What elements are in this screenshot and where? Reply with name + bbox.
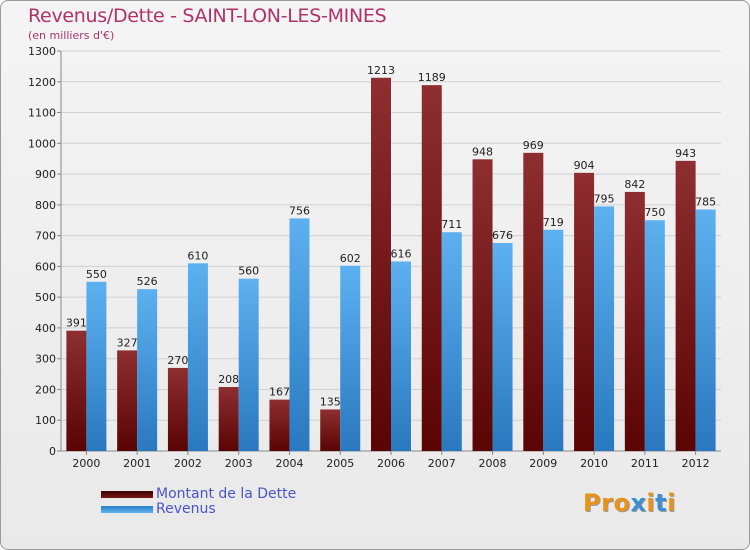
chart-title: Revenus/Dette - SAINT-LON-LES-MINES xyxy=(28,5,387,27)
y-tick-label: 500 xyxy=(35,291,56,304)
bar-revenus xyxy=(137,289,158,451)
value-label-dette: 948 xyxy=(472,145,493,158)
y-tick-label: 300 xyxy=(35,353,56,366)
x-tick-label: 2010 xyxy=(580,457,608,470)
value-label-dette: 270 xyxy=(167,354,188,367)
x-tick-label: 2005 xyxy=(326,457,354,470)
bar-revenus xyxy=(543,229,564,451)
bar-revenus xyxy=(187,263,208,451)
value-label-dette: 135 xyxy=(320,395,341,408)
x-tick-label: 2009 xyxy=(529,457,557,470)
bar-dette xyxy=(624,191,645,451)
value-label-dette: 904 xyxy=(574,159,595,172)
legend-swatch-dette xyxy=(101,491,153,498)
x-tick-label: 2001 xyxy=(123,457,151,470)
value-label-revenus: 719 xyxy=(543,216,564,229)
y-tick-label: 1000 xyxy=(28,137,56,150)
bar-dette xyxy=(574,172,595,451)
value-label-dette: 167 xyxy=(269,386,290,399)
bar-dette xyxy=(523,152,544,451)
logo-letter: t xyxy=(655,489,668,517)
bar-dette xyxy=(269,399,290,451)
value-label-dette: 969 xyxy=(523,139,544,152)
value-label-revenus: 711 xyxy=(441,218,462,231)
bar-revenus xyxy=(695,209,716,451)
bar-dette xyxy=(320,409,341,451)
x-tick-label: 2000 xyxy=(72,457,100,470)
value-label-revenus: 550 xyxy=(86,268,107,281)
y-tick-label: 1100 xyxy=(28,107,56,120)
value-label-revenus: 610 xyxy=(187,249,208,262)
y-tick-label: 600 xyxy=(35,260,56,273)
bar-revenus xyxy=(594,206,615,451)
bar-dette xyxy=(421,85,442,452)
logo-letter: r xyxy=(601,489,614,517)
y-tick-label: 900 xyxy=(35,168,56,181)
value-label-dette: 842 xyxy=(624,178,645,191)
x-tick-label: 2007 xyxy=(428,457,456,470)
proxiti-logo: Proxiti xyxy=(583,489,676,517)
y-tick-label: 200 xyxy=(35,383,56,396)
bar-revenus xyxy=(340,265,361,451)
value-label-revenus: 676 xyxy=(492,229,513,242)
bar-dette xyxy=(675,160,696,451)
y-tick-label: 700 xyxy=(35,230,56,243)
value-label-revenus: 560 xyxy=(238,265,259,278)
logo-letter: i xyxy=(646,489,656,517)
y-tick-label: 400 xyxy=(35,322,56,335)
x-tick-label: 2002 xyxy=(174,457,202,470)
y-tick-label: 0 xyxy=(49,445,56,458)
x-tick-label: 2011 xyxy=(631,457,659,470)
bar-dette xyxy=(167,367,188,451)
x-tick-label: 2006 xyxy=(377,457,405,470)
value-label-dette: 1189 xyxy=(418,71,446,84)
y-tick-label: 100 xyxy=(35,414,56,427)
bar-revenus xyxy=(391,261,411,451)
legend-label-revenus: Revenus xyxy=(156,501,216,517)
chart-subtitle: (en milliers d'€) xyxy=(28,29,115,42)
value-label-revenus: 795 xyxy=(594,192,615,205)
logo-letter: P xyxy=(583,489,602,517)
legend-swatch-revenus xyxy=(101,506,153,513)
y-tick-label: 800 xyxy=(35,199,56,212)
bar-revenus xyxy=(441,232,462,451)
logo-letter: x xyxy=(630,489,647,517)
value-label-revenus: 785 xyxy=(695,195,716,208)
x-tick-label: 2003 xyxy=(225,457,253,470)
value-label-dette: 1213 xyxy=(367,64,395,77)
value-label-dette: 391 xyxy=(66,317,87,330)
value-label-revenus: 756 xyxy=(289,204,310,217)
bar-revenus xyxy=(492,243,513,451)
value-label-revenus: 750 xyxy=(644,206,665,219)
bar-revenus xyxy=(238,278,259,451)
bar-revenus xyxy=(86,281,107,451)
value-label-dette: 327 xyxy=(117,336,138,349)
bar-dette xyxy=(117,350,138,451)
value-label-dette: 943 xyxy=(675,147,696,160)
x-tick-label: 2008 xyxy=(479,457,507,470)
bar-dette xyxy=(371,77,391,452)
value-label-dette: 208 xyxy=(218,373,239,386)
bar-dette xyxy=(218,387,239,451)
x-tick-label: 2004 xyxy=(275,457,303,470)
bar-revenus xyxy=(289,218,310,451)
y-tick-label: 1200 xyxy=(28,76,56,89)
logo-letter: o xyxy=(613,489,631,517)
legend-label-dette: Montant de la Dette xyxy=(156,486,297,502)
x-tick-label: 2012 xyxy=(682,457,710,470)
bar-revenus xyxy=(644,220,665,451)
y-tick-label: 1300 xyxy=(28,45,56,58)
value-label-revenus: 616 xyxy=(391,247,412,260)
logo-letter: i xyxy=(667,489,676,517)
bar-dette xyxy=(66,330,87,451)
value-label-revenus: 526 xyxy=(137,275,158,288)
bar-dette xyxy=(472,159,493,452)
value-label-revenus: 602 xyxy=(340,252,361,265)
